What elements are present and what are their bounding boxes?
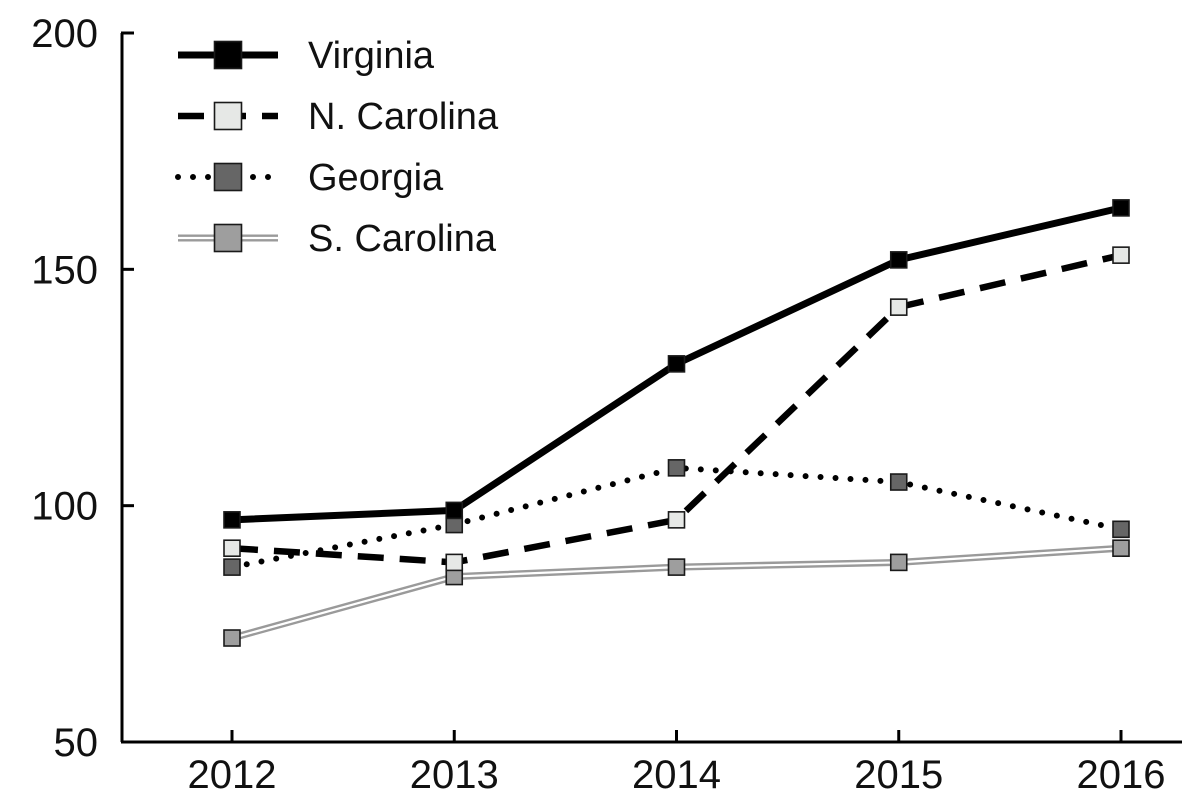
series-line-georgia [229, 464, 1124, 571]
series-lines [223, 199, 1130, 647]
data-point-virginia [445, 501, 464, 520]
data-point-georgia [667, 459, 686, 477]
series-georgia [223, 459, 1130, 576]
x-tick-label: 2013 [410, 753, 499, 797]
legend-label-georgia: Georgia [308, 157, 444, 199]
y-tick-label: 200 [31, 12, 98, 56]
x-tick-label: 2012 [188, 753, 277, 797]
legend-item-georgia: Georgia [175, 157, 444, 199]
legend-swatch-marker-s-carolina [213, 223, 243, 253]
data-point-georgia [1112, 520, 1130, 539]
legend-item-virginia: Virginia [178, 35, 435, 77]
legend-item-n-carolina: N. Carolina [178, 96, 499, 138]
data-point-s-carolina [1112, 539, 1130, 558]
legend-item-s-carolina: S. Carolina [178, 218, 497, 260]
data-point-georgia [889, 473, 908, 491]
series-virginia [223, 199, 1130, 529]
data-point-virginia [223, 511, 241, 529]
series-n-carolina [223, 246, 1130, 572]
data-point-n-carolina [667, 511, 686, 529]
data-point-s-carolina [223, 629, 241, 647]
series-line-n-carolina [231, 251, 1122, 566]
x-tick-label: 2014 [632, 753, 721, 797]
legend-label-s-carolina: S. Carolina [308, 218, 497, 260]
data-point-virginia [889, 251, 908, 269]
data-point-virginia [667, 355, 686, 373]
x-tick-label: 2016 [1077, 753, 1166, 797]
legend-swatch-marker-virginia [213, 40, 243, 70]
legend-swatch-marker-georgia [213, 162, 243, 192]
data-point-s-carolina [889, 553, 908, 572]
y-tick-label: 50 [54, 721, 99, 765]
axes: 50 100 150 200 2012 2013 2014 2015 2016 [31, 12, 1182, 797]
legend: Virginia N. Carolina Georgia S. Carolina [175, 35, 499, 260]
legend-swatch-marker-n-carolina [213, 101, 243, 131]
y-tick-label: 150 [31, 248, 98, 292]
data-point-n-carolina [223, 539, 241, 558]
data-point-n-carolina [445, 553, 464, 572]
data-point-georgia [223, 558, 241, 576]
series-s-carolina [223, 539, 1130, 647]
data-point-n-carolina [1112, 246, 1130, 264]
data-point-n-carolina [889, 298, 908, 316]
data-point-virginia [1112, 199, 1130, 217]
x-tick-label: 2015 [854, 753, 943, 797]
legend-label-n-carolina: N. Carolina [308, 96, 499, 138]
legend-label-virginia: Virginia [308, 35, 435, 77]
data-point-s-carolina [667, 558, 686, 576]
y-tick-label: 100 [31, 485, 98, 529]
